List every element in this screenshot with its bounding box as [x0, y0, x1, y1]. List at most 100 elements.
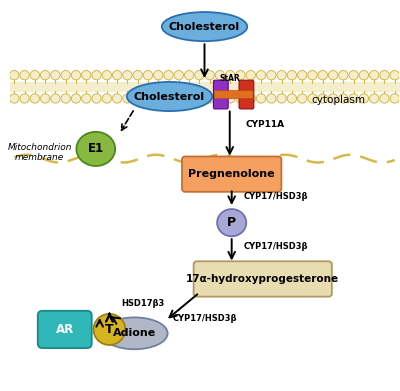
Circle shape: [112, 94, 122, 103]
Circle shape: [226, 94, 235, 103]
Circle shape: [143, 94, 153, 103]
Circle shape: [40, 70, 50, 80]
FancyBboxPatch shape: [239, 80, 254, 109]
Circle shape: [30, 94, 40, 103]
Circle shape: [61, 70, 70, 80]
Circle shape: [370, 70, 379, 80]
Circle shape: [318, 70, 328, 80]
Text: Cholesterol: Cholesterol: [134, 91, 205, 102]
Circle shape: [349, 94, 358, 103]
Text: E1: E1: [88, 142, 104, 155]
Circle shape: [277, 70, 286, 80]
Circle shape: [246, 94, 256, 103]
Circle shape: [277, 94, 286, 103]
Text: CYP11A: CYP11A: [245, 120, 284, 129]
Circle shape: [359, 70, 368, 80]
Circle shape: [30, 70, 40, 80]
Circle shape: [349, 70, 358, 80]
Circle shape: [154, 70, 163, 80]
Circle shape: [61, 94, 70, 103]
Circle shape: [236, 94, 245, 103]
Circle shape: [298, 70, 307, 80]
Text: HSD17β3: HSD17β3: [121, 299, 164, 308]
Circle shape: [174, 94, 184, 103]
Circle shape: [215, 70, 224, 80]
Text: Mitochondrion
membrane: Mitochondrion membrane: [7, 143, 72, 163]
Circle shape: [20, 94, 29, 103]
FancyBboxPatch shape: [38, 311, 92, 348]
Circle shape: [92, 94, 101, 103]
Circle shape: [287, 94, 296, 103]
Circle shape: [380, 94, 389, 103]
Ellipse shape: [102, 317, 168, 349]
Circle shape: [133, 94, 142, 103]
Circle shape: [246, 70, 256, 80]
Text: AR: AR: [56, 323, 74, 336]
Circle shape: [92, 70, 101, 80]
Circle shape: [143, 70, 153, 80]
Circle shape: [82, 94, 91, 103]
Circle shape: [226, 70, 235, 80]
Circle shape: [133, 70, 142, 80]
Ellipse shape: [162, 12, 247, 41]
Ellipse shape: [94, 314, 125, 345]
Circle shape: [20, 70, 29, 80]
Text: P: P: [227, 216, 236, 229]
Circle shape: [174, 70, 184, 80]
Circle shape: [10, 70, 19, 80]
Circle shape: [184, 94, 194, 103]
Circle shape: [256, 70, 266, 80]
Circle shape: [339, 94, 348, 103]
Circle shape: [195, 94, 204, 103]
Circle shape: [164, 94, 173, 103]
Circle shape: [82, 70, 91, 80]
Text: Pregnenolone: Pregnenolone: [188, 169, 275, 179]
Circle shape: [71, 70, 81, 80]
Circle shape: [298, 94, 307, 103]
Ellipse shape: [76, 132, 115, 166]
Text: Cholesterol: Cholesterol: [169, 22, 240, 32]
Circle shape: [370, 94, 379, 103]
Text: CYP17/HSD3β: CYP17/HSD3β: [243, 192, 308, 201]
Circle shape: [195, 70, 204, 80]
Text: CYP17/HSD3β: CYP17/HSD3β: [172, 314, 237, 323]
Circle shape: [308, 70, 317, 80]
Circle shape: [339, 70, 348, 80]
Circle shape: [390, 70, 399, 80]
Text: 17α-hydroxyprogesterone: 17α-hydroxyprogesterone: [186, 274, 339, 284]
Circle shape: [123, 94, 132, 103]
Circle shape: [215, 94, 224, 103]
Circle shape: [318, 94, 328, 103]
Text: cytoplasm: cytoplasm: [312, 95, 366, 106]
Text: T: T: [105, 323, 114, 336]
Circle shape: [102, 94, 112, 103]
Circle shape: [328, 94, 338, 103]
Text: CYP17/HSD3β: CYP17/HSD3β: [243, 242, 308, 251]
Circle shape: [205, 94, 214, 103]
Circle shape: [71, 94, 81, 103]
Circle shape: [390, 94, 399, 103]
Text: StAR: StAR: [219, 74, 240, 83]
FancyBboxPatch shape: [214, 80, 228, 109]
Circle shape: [205, 70, 214, 80]
Text: Adione: Adione: [113, 328, 156, 338]
FancyBboxPatch shape: [182, 156, 281, 192]
Circle shape: [256, 94, 266, 103]
Circle shape: [380, 70, 389, 80]
Circle shape: [267, 70, 276, 80]
Circle shape: [359, 94, 368, 103]
Circle shape: [40, 94, 50, 103]
FancyBboxPatch shape: [194, 261, 332, 297]
Circle shape: [51, 70, 60, 80]
Circle shape: [184, 70, 194, 80]
Circle shape: [308, 94, 317, 103]
Circle shape: [164, 70, 173, 80]
Circle shape: [112, 70, 122, 80]
Circle shape: [102, 70, 112, 80]
Ellipse shape: [127, 82, 212, 111]
Circle shape: [328, 70, 338, 80]
Ellipse shape: [217, 209, 246, 236]
Circle shape: [267, 94, 276, 103]
FancyBboxPatch shape: [214, 91, 253, 99]
Circle shape: [51, 94, 60, 103]
